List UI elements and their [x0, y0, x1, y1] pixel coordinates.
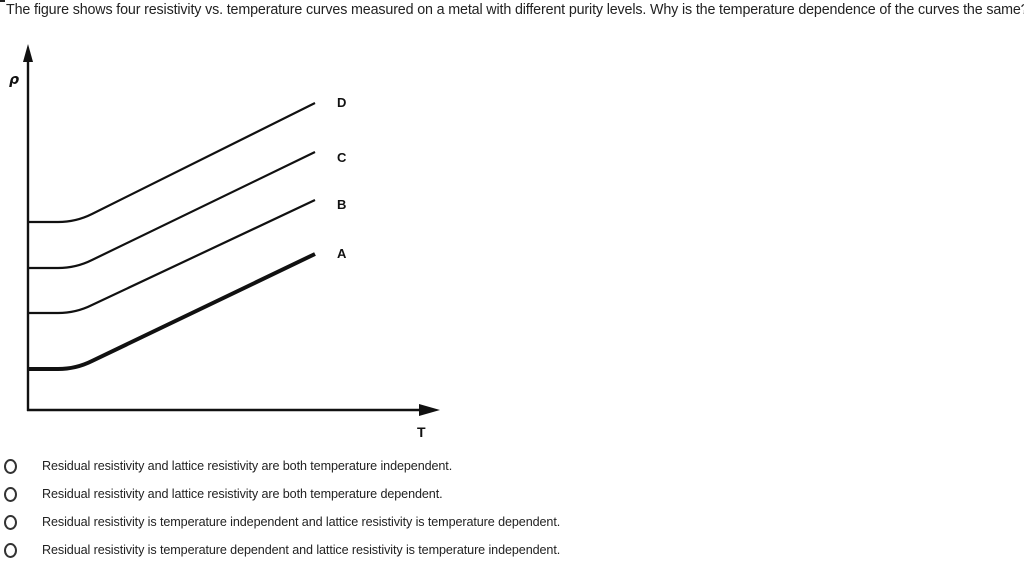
radio-button-icon[interactable]	[4, 458, 17, 474]
curve-a	[27, 252, 316, 371]
curve-d	[28, 102, 316, 224]
radio-button-icon[interactable]	[4, 486, 17, 502]
radio-button-icon[interactable]	[4, 514, 17, 530]
corner-mark	[0, 0, 5, 2]
curve-label-b: B	[337, 197, 346, 212]
curve-label-a: A	[337, 246, 347, 261]
radio-button-icon[interactable]	[4, 542, 17, 558]
curve-label-d: D	[337, 95, 346, 110]
question-text: The figure shows four resistivity vs. te…	[6, 2, 1024, 18]
answer-option-4[interactable]: Residual resistivity is temperature depe…	[4, 539, 560, 561]
curve-label-c: C	[337, 150, 347, 165]
answer-option-label: Residual resistivity is temperature inde…	[42, 515, 561, 529]
x-axis-label: T	[417, 424, 426, 440]
x-axis-arrow-icon	[419, 404, 440, 416]
curve-b	[28, 199, 316, 315]
answer-option-label: Residual resistivity is temperature depe…	[42, 543, 561, 557]
answer-option-3[interactable]: Residual resistivity is temperature inde…	[4, 511, 560, 533]
answer-option-label: Residual resistivity and lattice resisti…	[42, 487, 443, 501]
answer-option-1[interactable]: Residual resistivity and lattice resisti…	[4, 455, 452, 477]
answer-option-label: Residual resistivity and lattice resisti…	[42, 459, 453, 473]
y-axis-arrow-icon	[23, 44, 33, 62]
curve-c	[28, 151, 316, 270]
y-axis-label: ρ	[9, 72, 19, 88]
resistivity-temperature-figure: ρ T D C B A	[9, 44, 440, 440]
answer-option-2[interactable]: Residual resistivity and lattice resisti…	[4, 483, 443, 505]
